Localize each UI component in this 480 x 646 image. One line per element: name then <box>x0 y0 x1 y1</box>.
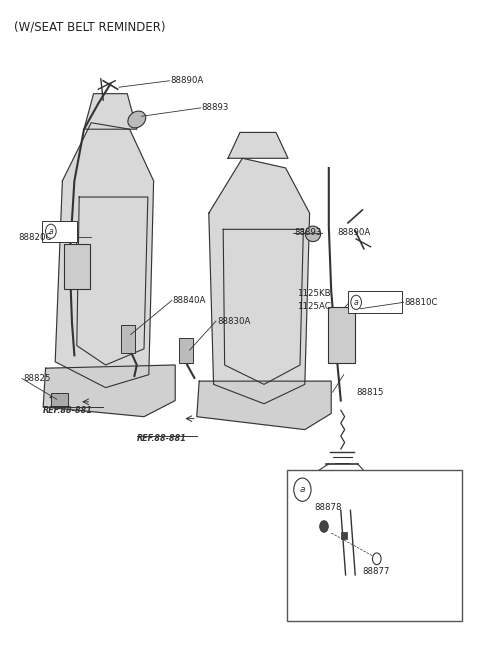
Polygon shape <box>209 158 310 404</box>
Text: 88877: 88877 <box>362 567 390 576</box>
Polygon shape <box>228 132 288 158</box>
Polygon shape <box>84 94 137 129</box>
Text: 88830A: 88830A <box>217 317 251 326</box>
Text: 88840A: 88840A <box>173 296 206 305</box>
Text: 88815: 88815 <box>357 388 384 397</box>
Text: 88893: 88893 <box>202 103 229 112</box>
Text: 88890A: 88890A <box>170 76 204 85</box>
Text: 1125AC: 1125AC <box>297 302 330 311</box>
Polygon shape <box>43 365 175 417</box>
Circle shape <box>372 553 381 565</box>
Text: 88810C: 88810C <box>405 298 438 307</box>
FancyBboxPatch shape <box>64 244 90 289</box>
Ellipse shape <box>305 226 321 242</box>
Circle shape <box>46 224 56 238</box>
Text: 1125KB: 1125KB <box>297 289 330 298</box>
Text: 88820C: 88820C <box>18 233 52 242</box>
Text: (W/SEAT BELT REMINDER): (W/SEAT BELT REMINDER) <box>14 21 166 34</box>
Text: REF.88-881: REF.88-881 <box>43 406 93 415</box>
Circle shape <box>320 521 328 532</box>
Text: 88825: 88825 <box>23 374 50 383</box>
Text: a: a <box>300 485 305 494</box>
FancyBboxPatch shape <box>121 325 135 353</box>
Polygon shape <box>55 123 154 388</box>
Text: a: a <box>48 227 53 236</box>
FancyBboxPatch shape <box>51 393 68 406</box>
Text: 88878: 88878 <box>314 503 342 512</box>
Circle shape <box>351 295 361 309</box>
Ellipse shape <box>128 111 146 128</box>
Text: 88893: 88893 <box>294 228 322 237</box>
Text: a: a <box>354 298 359 307</box>
FancyBboxPatch shape <box>328 307 355 363</box>
Text: 88890A: 88890A <box>337 228 370 237</box>
Circle shape <box>294 478 311 501</box>
Bar <box>341 532 347 539</box>
FancyBboxPatch shape <box>287 470 462 621</box>
Polygon shape <box>197 381 331 430</box>
FancyBboxPatch shape <box>42 221 77 242</box>
Text: REF.88-881: REF.88-881 <box>137 434 187 443</box>
FancyBboxPatch shape <box>179 338 193 363</box>
FancyBboxPatch shape <box>348 291 402 313</box>
